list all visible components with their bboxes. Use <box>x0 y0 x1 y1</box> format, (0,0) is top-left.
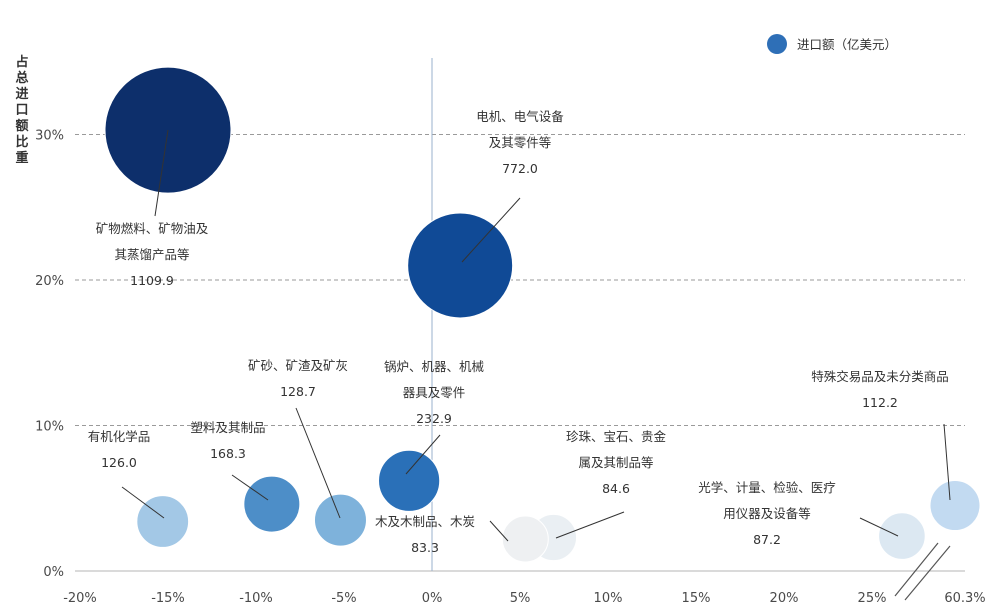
bubble-4[interactable] <box>313 493 367 547</box>
data-label: 光学、计量、检验、医疗 <box>698 480 836 495</box>
y-axis-label-char: 进 <box>15 87 28 102</box>
x-tick-label: -20% <box>63 591 97 606</box>
data-label: 及其零件等 <box>489 135 552 150</box>
leader-line <box>943 423 951 501</box>
data-label: 有机化学品 <box>88 429 151 444</box>
leader-line <box>859 517 899 537</box>
data-label: 772.0 <box>502 161 538 176</box>
y-tick-label: 10% <box>35 420 64 435</box>
y-axis-label-char: 比 <box>15 134 28 150</box>
y-axis-label-char: 占 <box>15 54 28 70</box>
axis-break <box>894 542 951 601</box>
y-axis-label: 占总进口额比重 <box>15 54 28 166</box>
leader-line <box>295 407 341 519</box>
data-label: 87.2 <box>753 532 781 547</box>
data-label: 168.3 <box>210 446 246 461</box>
y-axis-label-char: 总 <box>15 70 28 86</box>
x-tick-label: -10% <box>239 591 273 606</box>
data-label: 232.9 <box>416 411 452 426</box>
axis-break-mark <box>904 545 951 601</box>
data-label: 珍珠、宝石、贵金 <box>566 429 667 444</box>
data-label: 电机、电气设备 <box>476 109 564 124</box>
legend-label[interactable]: 进口额（亿美元） <box>797 37 897 52</box>
data-label: 器具及零件 <box>403 385 466 400</box>
data-label: 锅炉、机器、机械 <box>384 359 485 374</box>
bubble-6[interactable] <box>929 480 981 532</box>
leader-line <box>555 511 625 539</box>
data-label: 128.7 <box>280 384 316 399</box>
x-tick-label: 10% <box>594 591 623 606</box>
data-label: 用仪器及设备等 <box>723 506 811 521</box>
leader-line <box>405 434 441 475</box>
legend: 进口额（亿美元） <box>767 34 897 54</box>
data-label: 84.6 <box>602 481 630 496</box>
x-tick-label: 0% <box>422 591 443 606</box>
y-axis-label-char: 口 <box>15 103 28 118</box>
x-tick-label: 5% <box>510 591 531 606</box>
bubble-9[interactable] <box>501 515 549 563</box>
y-tick-label: 20% <box>35 274 64 289</box>
data-label: 塑料及其制品 <box>190 420 265 435</box>
leader-line <box>121 486 165 519</box>
x-tick-label: 60.3% <box>944 591 985 606</box>
bubble-1[interactable] <box>407 212 514 319</box>
legend-swatch <box>767 34 787 54</box>
tick-labels: 0% 10% 20% 30% -20% -15% -10% -5% 0% 5% 10% 15% 20% 2… <box>35 129 986 607</box>
y-tick-label: 0% <box>43 565 64 580</box>
data-label: 矿砂、矿渣及矿灰 <box>248 358 348 373</box>
data-label: 其蒸馏产品等 <box>114 247 189 262</box>
leader-line <box>489 520 509 542</box>
data-label: 1109.9 <box>130 273 174 288</box>
data-label: 112.2 <box>862 395 898 410</box>
x-tick-label: 25% <box>858 591 887 606</box>
data-label: 83.3 <box>411 540 439 555</box>
y-axis-label-char: 额 <box>15 118 28 134</box>
bubble-3[interactable] <box>243 475 301 533</box>
y-axis-label-char: 重 <box>15 150 28 166</box>
x-tick-label: -15% <box>151 591 185 606</box>
y-tick-label: 30% <box>35 129 64 144</box>
leader-line <box>154 129 169 217</box>
bubble-2[interactable] <box>378 449 441 512</box>
data-label: 矿物燃料、矿物油及 <box>96 221 209 236</box>
leader-line <box>231 474 269 501</box>
x-tick-label: 15% <box>682 591 711 606</box>
leader-lines <box>121 129 951 542</box>
data-label: 属及其制品等 <box>578 455 653 470</box>
x-tick-label: 20% <box>770 591 799 606</box>
data-label: 特殊交易品及未分类商品 <box>811 369 949 384</box>
data-label: 木及木制品、木炭 <box>375 514 475 529</box>
leader-line <box>461 197 521 263</box>
axis-break-mark <box>894 542 939 597</box>
data-label: 126.0 <box>101 455 137 470</box>
bubble-5[interactable] <box>136 495 190 548</box>
bubble-7[interactable] <box>878 512 926 560</box>
x-tick-label: -5% <box>331 591 356 606</box>
